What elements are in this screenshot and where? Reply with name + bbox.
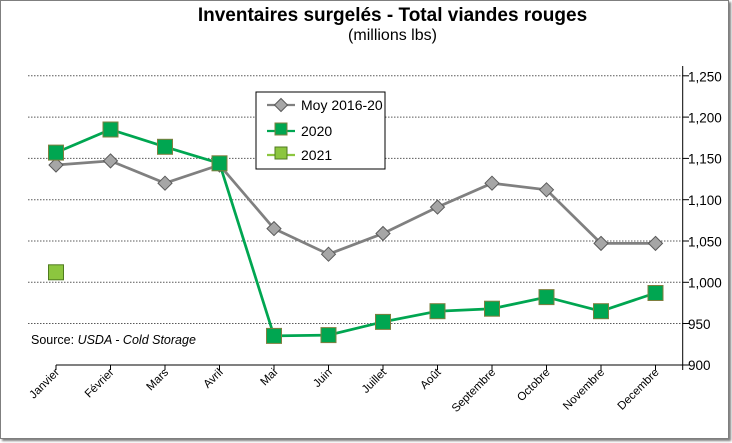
svg-text:Juillet: Juillet — [360, 366, 390, 396]
svg-text:1,000: 1,000 — [688, 276, 722, 291]
svg-text:Septembre: Septembre — [450, 367, 498, 415]
svg-text:1,050: 1,050 — [688, 235, 722, 250]
svg-text:Mars: Mars — [145, 366, 172, 393]
svg-text:Février: Février — [83, 367, 117, 401]
svg-text:Mai: Mai — [259, 367, 281, 389]
svg-text:2020: 2020 — [301, 123, 332, 139]
svg-text:Source: USDA - Cold Storage: Source: USDA - Cold Storage — [31, 333, 196, 347]
svg-text:Decembre: Decembre — [616, 367, 662, 413]
svg-text:Avril: Avril — [201, 367, 225, 391]
svg-text:Août: Août — [418, 366, 444, 392]
svg-text:1,250: 1,250 — [688, 70, 722, 85]
svg-text:Juin: Juin — [311, 367, 334, 390]
svg-text:950: 950 — [688, 317, 711, 332]
svg-text:900: 900 — [688, 358, 711, 373]
svg-text:1,200: 1,200 — [688, 111, 722, 126]
svg-text:Novembre: Novembre — [561, 367, 607, 413]
svg-text:Janvier: Janvier — [27, 367, 62, 402]
svg-text:1,100: 1,100 — [688, 193, 722, 208]
svg-text:Moy 2016-20: Moy 2016-20 — [301, 97, 383, 113]
svg-text:1,150: 1,150 — [688, 152, 722, 167]
svg-text:Octobre: Octobre — [515, 367, 552, 404]
svg-text:2021: 2021 — [301, 147, 332, 163]
